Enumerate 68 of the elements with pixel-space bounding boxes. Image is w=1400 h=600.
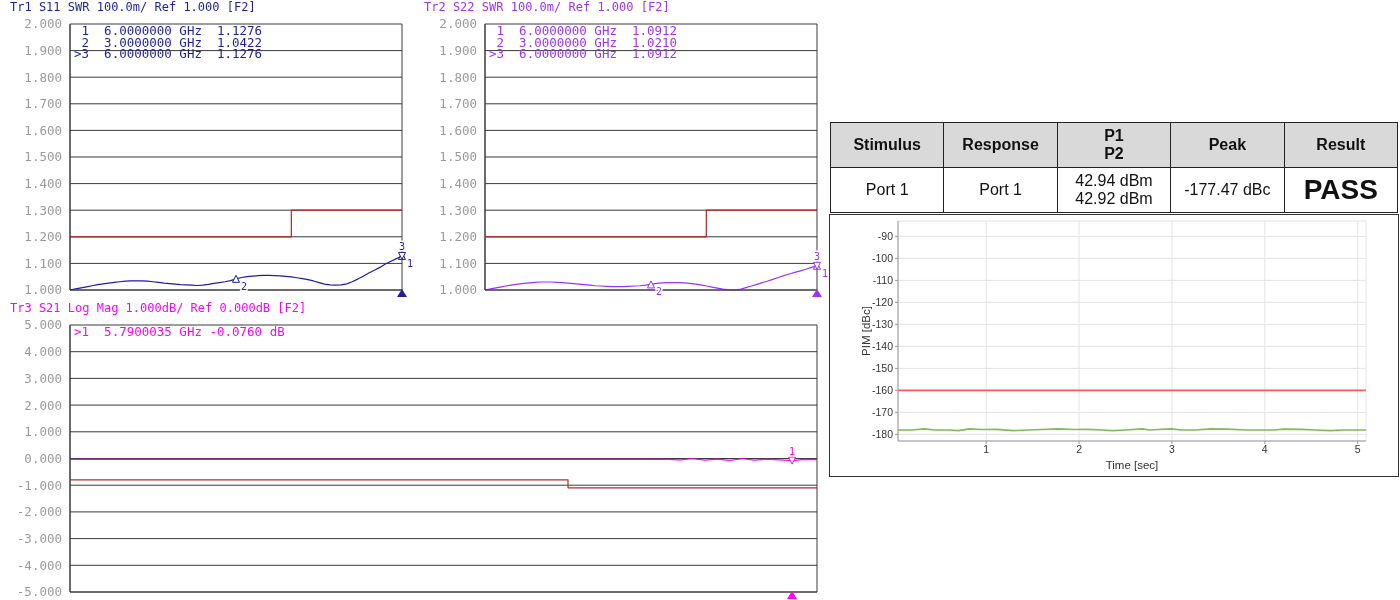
y-tick-label: 2.000 (439, 16, 477, 32)
y-tick-label: 3.000 (24, 370, 62, 386)
y-tick-label: 1.500 (439, 149, 477, 165)
y-tick-label: 1.100 (439, 255, 477, 271)
y-tick-label: -100 (871, 252, 894, 265)
y-tick-label: 1.000 (24, 282, 62, 298)
y-tick-label: -5.000 (16, 584, 62, 600)
series-label: 3 (813, 250, 821, 262)
y-tick-label: 1.700 (24, 96, 62, 112)
x-axis-title: Time [sec] (1105, 459, 1159, 471)
y-tick-label: 1.300 (24, 202, 62, 218)
chart-title: Tr3 S21 Log Mag 1.000dB/ Ref 0.000dB [F2] (10, 301, 307, 315)
series-label: 3 (398, 240, 406, 252)
y-tick-label: -160 (871, 384, 894, 397)
y-tick-label: 2.000 (24, 397, 62, 413)
x-tick-label: 2 (1076, 443, 1083, 456)
y-tick-label: 1.800 (439, 69, 477, 85)
y-tick-label: 2.000 (24, 16, 62, 32)
y-tick-label: 1.800 (24, 69, 62, 85)
category-label: Stimulus (853, 136, 921, 153)
y-tick-label: -3.000 (16, 531, 62, 547)
series-label: 1 (822, 267, 829, 279)
y-tick-label: 1.900 (24, 43, 62, 59)
y-tick-label: -90 (877, 230, 894, 243)
y-tick-label: -1.000 (16, 477, 62, 493)
chart-title: Tr1 S11 SWR 100.0m/ Ref 1.000 [F2] (10, 0, 256, 14)
y-tick-label: 1.700 (439, 96, 477, 112)
y-tick-label: 0.000 (24, 450, 62, 466)
x-tick-label: 1 (983, 443, 990, 456)
y-tick-label: 1.300 (439, 202, 477, 218)
series-label: 1 (407, 257, 414, 269)
annotation: >1 5.7900035 GHz -0.0760 dB (74, 324, 285, 339)
y-tick-label: -180 (871, 428, 894, 441)
y-tick-label: -140 (871, 340, 894, 353)
y-tick-label: 1.900 (439, 43, 477, 59)
y-tick-label: 1.600 (439, 122, 477, 138)
text: -177.47 dBc (1184, 181, 1271, 198)
y-tick-label: 1.200 (439, 229, 477, 245)
y-tick-label: -130 (871, 318, 894, 331)
y-tick-label: 1.400 (24, 176, 62, 192)
text: Port 1 (865, 181, 909, 198)
y-tick-label: 4.000 (24, 344, 62, 360)
y-tick-label: 1.000 (439, 282, 477, 298)
text: Port 1 (979, 181, 1022, 198)
y-tick-label: 5.000 (24, 317, 62, 333)
y-tick-label: 1.200 (24, 229, 62, 245)
y-tick-label: 1.000 (24, 424, 62, 440)
category-label: Result (1316, 136, 1366, 153)
y-tick-label: -4.000 (16, 557, 62, 573)
y-tick-label: 1.100 (24, 255, 62, 271)
text: 42.94 dBm 42.92 dBm (1075, 172, 1153, 207)
y-axis-title: PIM [dBc] (860, 306, 873, 356)
y-tick-label: 1.400 (439, 176, 477, 192)
y-tick-label: -170 (871, 406, 894, 419)
y-tick-label: -2.000 (16, 504, 62, 520)
y-tick-label: -110 (872, 274, 894, 287)
chart-title: Tr2 S22 SWR 100.0m/ Ref 1.000 [F2] (424, 0, 670, 14)
category-label: P1 P2 (1104, 127, 1124, 162)
y-tick-label: 1.600 (24, 122, 62, 138)
x-tick-label: 4 (1261, 443, 1268, 456)
y-tick-label: -150 (871, 362, 894, 375)
text: PASS (1303, 174, 1378, 205)
y-tick-label: 1.500 (24, 149, 62, 165)
x-tick-label: 5 (1354, 443, 1361, 456)
y-tick-label: -120 (871, 296, 894, 309)
category-label: Response (962, 136, 1039, 153)
x-tick-label: 3 (1169, 443, 1176, 456)
category-label: Peak (1208, 136, 1247, 153)
